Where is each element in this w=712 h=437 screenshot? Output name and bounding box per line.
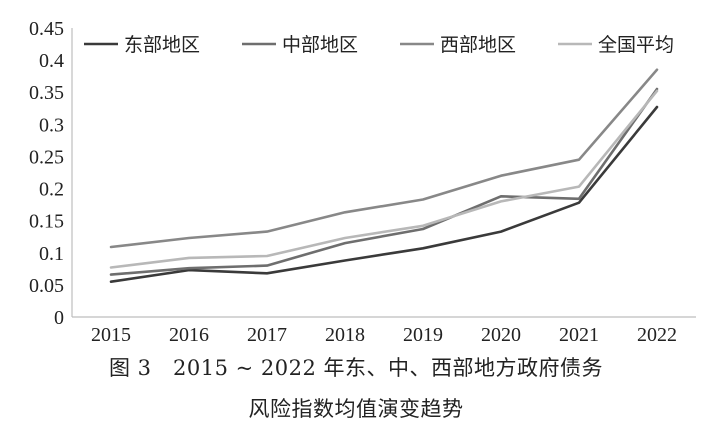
y-tick-labels: 0 0.05 0.1 0.15 0.2 0.25 0.3 0.35 0.4 0.45 — [29, 18, 64, 329]
series-lines — [109, 68, 659, 284]
y-tick-label: 0.15 — [29, 211, 64, 233]
x-tick-label: 2020 — [481, 324, 521, 346]
y-tick-label: 0 — [54, 307, 64, 329]
x-tick-label: 2019 — [403, 324, 443, 346]
y-tick-label: 0.1 — [39, 243, 64, 265]
y-tick-label: 0.4 — [39, 50, 64, 72]
x-tick-label: 2017 — [247, 324, 287, 346]
series-line-4 — [109, 89, 659, 269]
axes — [71, 28, 696, 318]
y-tick-label: 0.3 — [39, 114, 64, 136]
y-tick-label: 0.05 — [29, 275, 64, 297]
legend-label: 西部地区 — [440, 34, 516, 56]
legend: 东部地区 中部地区 西部地区 全国平均 — [84, 34, 674, 56]
y-tick-label: 0.25 — [29, 146, 64, 168]
x-tick-label: 2015 — [91, 324, 131, 346]
series-line-3 — [109, 68, 659, 249]
legend-label: 东部地区 — [124, 34, 200, 56]
line-chart: 00.050.10.150.20.250.30.350.40.45 2015 20… — [29, 18, 696, 346]
legend-label: 全国平均 — [598, 34, 674, 56]
series-line-2 — [109, 87, 659, 276]
x-tick-label: 2022 — [637, 324, 677, 346]
x-tick-label: 2021 — [559, 324, 599, 346]
legend-label: 中部地区 — [282, 34, 358, 56]
y-tick-label: 0.2 — [39, 179, 64, 201]
figure-caption-line-1: 图 3 2015 ~ 2022 年东、中、西部地方政府债务 — [108, 356, 604, 380]
x-tick-label: 2016 — [169, 324, 209, 346]
series-line-1 — [109, 105, 659, 284]
y-tick-label: 0.35 — [29, 82, 64, 104]
figure-caption-line-2: 风险指数均值演变趋势 — [248, 397, 464, 421]
x-tick-labels: 2015 2016 2017 2018 2019 2020 2021 2022 — [91, 324, 677, 346]
y-tick-label: 0.45 — [29, 18, 64, 40]
x-tick-label: 2018 — [325, 324, 365, 346]
